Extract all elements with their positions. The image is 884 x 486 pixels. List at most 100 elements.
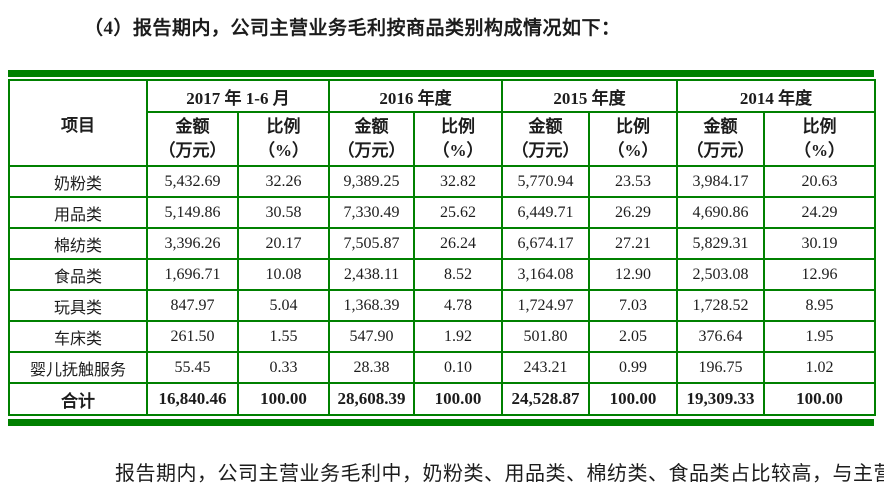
ratio-cell: 8.52 <box>413 258 504 291</box>
table-top-rule <box>8 70 874 77</box>
ratio-label: 比例 <box>616 117 651 136</box>
amount-cell: 243.21 <box>501 351 591 384</box>
ratio-cell: 1.02 <box>763 351 877 384</box>
amount-cell: 1,368.39 <box>328 289 416 322</box>
ratio-cell: 5.04 <box>236 289 331 322</box>
amount-cell: 501.80 <box>501 320 591 353</box>
table-row-food: 食品类 1,696.71 10.08 2,438.11 8.52 3,164.0… <box>8 258 877 291</box>
amount-unit: （万元） <box>511 141 580 160</box>
gross-profit-by-category-table: 项目 2017 年 1-6 月 2016 年度 2015 年度 2014 年度 … <box>8 79 877 416</box>
col-header-ratio: 比例 （%） <box>763 111 877 167</box>
amount-label: 金额 <box>354 117 389 136</box>
amount-cell: 1,696.71 <box>146 258 239 291</box>
amount-cell: 5,149.86 <box>146 196 239 229</box>
amount-label: 金额 <box>703 117 738 136</box>
ratio-cell: 30.19 <box>763 227 877 260</box>
ratio-cell: 100.00 <box>413 382 504 416</box>
row-label-cell: 车床类 <box>8 320 148 353</box>
ratio-cell: 100.00 <box>236 382 331 416</box>
ratio-cell: 100.00 <box>763 382 877 416</box>
amount-cell: 6,449.71 <box>501 196 591 229</box>
amount-cell: 6,674.17 <box>501 227 591 260</box>
col-header-item: 项目 <box>8 79 148 167</box>
ratio-cell: 7.03 <box>588 289 679 322</box>
amount-cell: 4,690.86 <box>676 196 766 229</box>
ratio-unit: （%） <box>794 141 846 160</box>
ratio-cell: 0.10 <box>413 351 504 384</box>
amount-cell: 1,724.97 <box>501 289 591 322</box>
ratio-cell: 26.29 <box>588 196 679 229</box>
col-header-ratio: 比例 （%） <box>413 111 504 167</box>
amount-cell: 2,438.11 <box>328 258 416 291</box>
ratio-cell: 100.00 <box>588 382 679 416</box>
col-header-period-2015: 2015 年度 <box>501 79 679 113</box>
amount-cell: 28,608.39 <box>328 382 416 416</box>
amount-cell: 5,829.31 <box>676 227 766 260</box>
amount-cell: 16,840.46 <box>146 382 239 416</box>
amount-cell: 3,396.26 <box>146 227 239 260</box>
amount-unit: （万元） <box>158 141 227 160</box>
ratio-cell: 0.33 <box>236 351 331 384</box>
amount-cell: 55.45 <box>146 351 239 384</box>
row-label-cell: 合计 <box>8 382 148 416</box>
amount-unit: （万元） <box>686 141 755 160</box>
ratio-cell: 30.58 <box>236 196 331 229</box>
amount-cell: 3,164.08 <box>501 258 591 291</box>
amount-cell: 24,528.87 <box>501 382 591 416</box>
gross-profit-table-block: 项目 2017 年 1-6 月 2016 年度 2015 年度 2014 年度 … <box>8 70 877 426</box>
ratio-cell: 1.55 <box>236 320 331 353</box>
col-header-period-2017h1: 2017 年 1-6 月 <box>145 79 331 113</box>
amount-label: 金额 <box>528 117 563 136</box>
amount-cell: 1,728.52 <box>676 289 766 322</box>
row-label-cell: 奶粉类 <box>8 165 148 198</box>
col-header-amount: 金额 （万元） <box>501 111 591 167</box>
section-title: （4）报告期内，公司主营业务毛利按商品类别构成情况如下： <box>84 18 621 39</box>
amount-cell: 261.50 <box>146 320 239 353</box>
ratio-cell: 1.95 <box>763 320 877 353</box>
ratio-cell: 32.82 <box>413 165 504 198</box>
ratio-unit: （%） <box>432 141 484 160</box>
amount-cell: 3,984.17 <box>676 165 766 198</box>
ratio-cell: 20.17 <box>236 227 331 260</box>
ratio-cell: 12.90 <box>588 258 679 291</box>
amount-label: 金额 <box>175 117 210 136</box>
col-header-ratio: 比例 （%） <box>588 111 679 167</box>
amount-cell: 5,432.69 <box>146 165 239 198</box>
amount-cell: 847.97 <box>146 289 239 322</box>
row-label-cell: 用品类 <box>8 196 148 229</box>
table-bottom-rule <box>8 419 874 426</box>
amount-unit: （万元） <box>337 141 406 160</box>
table-row-infant-massage-service: 婴儿抚触服务 55.45 0.33 28.38 0.10 243.21 0.99… <box>8 351 877 384</box>
row-label-cell: 玩具类 <box>8 289 148 322</box>
amount-cell: 2,503.08 <box>676 258 766 291</box>
col-header-amount: 金额 （万元） <box>328 111 416 167</box>
amount-cell: 19,309.33 <box>676 382 766 416</box>
ratio-cell: 2.05 <box>588 320 679 353</box>
amount-cell: 196.75 <box>676 351 766 384</box>
header-row-measures: 金额 （万元） 比例 （%） 金额 （万元） 比例 （%） 金额 （万元） 比例 （%） 金… <box>9 111 877 167</box>
ratio-cell: 10.08 <box>236 258 331 291</box>
col-header-amount: 金额 （万元） <box>676 111 766 167</box>
amount-cell: 547.90 <box>328 320 416 353</box>
table-row-textiles: 棉纺类 3,396.26 20.17 7,505.87 26.24 6,674.… <box>8 227 877 260</box>
amount-cell: 28.38 <box>328 351 416 384</box>
col-header-period-2016: 2016 年度 <box>328 79 504 113</box>
ratio-cell: 0.99 <box>588 351 679 384</box>
table-row-toys: 玩具类 847.97 5.04 1,368.39 4.78 1,724.97 7… <box>8 289 877 322</box>
ratio-cell: 32.26 <box>236 165 331 198</box>
ratio-cell: 12.96 <box>763 258 877 291</box>
row-label-cell: 婴儿抚触服务 <box>8 351 148 384</box>
ratio-label: 比例 <box>266 117 301 136</box>
ratio-cell: 23.53 <box>588 165 679 198</box>
table-row-supplies: 用品类 5,149.86 30.58 7,330.49 25.62 6,449.… <box>8 196 877 229</box>
amount-cell: 5,770.94 <box>501 165 591 198</box>
amount-cell: 376.64 <box>676 320 766 353</box>
ratio-cell: 8.95 <box>763 289 877 322</box>
row-label-cell: 棉纺类 <box>8 227 148 260</box>
col-header-amount: 金额 （万元） <box>146 111 239 167</box>
ratio-label: 比例 <box>802 117 837 136</box>
ratio-cell: 26.24 <box>413 227 504 260</box>
ratio-cell: 27.21 <box>588 227 679 260</box>
amount-cell: 7,505.87 <box>328 227 416 260</box>
ratio-unit: （%） <box>607 141 659 160</box>
